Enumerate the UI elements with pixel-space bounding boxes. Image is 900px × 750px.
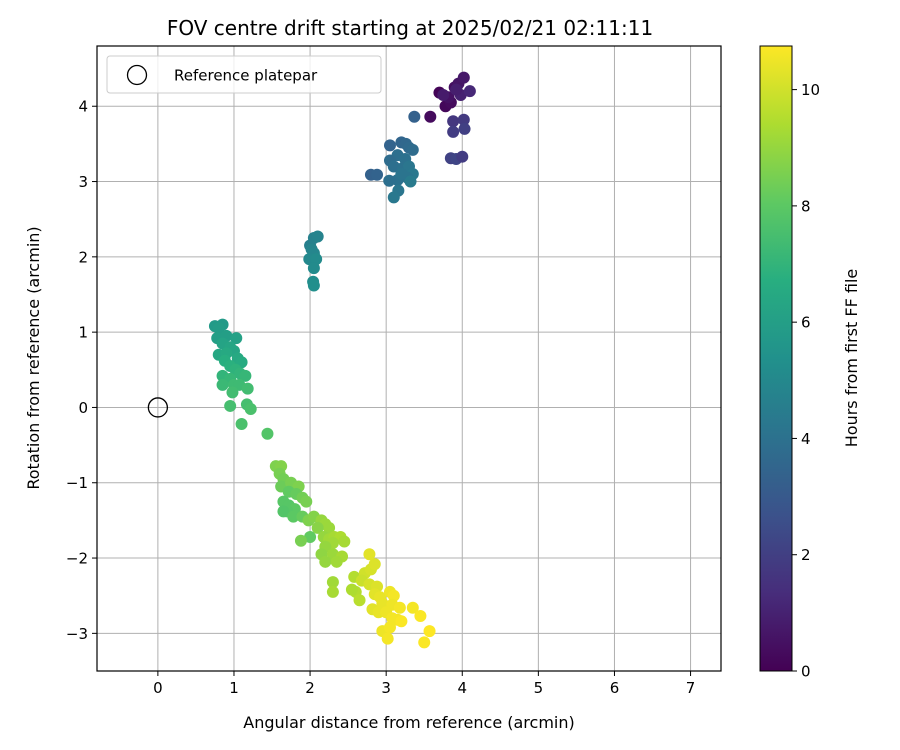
x-tick-label: 1 <box>229 679 239 697</box>
legend-marker <box>126 64 148 86</box>
y-tick-label: 2 <box>78 248 88 266</box>
data-point <box>447 125 460 138</box>
data-point <box>345 583 358 596</box>
data-point <box>216 378 229 391</box>
data-point <box>261 427 274 440</box>
reference-marker <box>147 397 169 418</box>
data-point <box>287 510 300 523</box>
data-point <box>456 150 469 163</box>
data-point <box>424 110 437 123</box>
data-point <box>244 402 257 415</box>
y-tick-label: −3 <box>66 625 88 643</box>
chart-title: FOV centre drift starting at 2025/02/21 … <box>167 16 653 40</box>
data-point <box>307 262 320 275</box>
data-point <box>383 174 396 187</box>
y-tick-label: −1 <box>66 474 88 492</box>
data-point <box>363 548 376 561</box>
data-point <box>414 610 427 623</box>
data-point <box>381 632 394 645</box>
data-point <box>304 530 317 543</box>
grid <box>97 46 721 671</box>
data-point <box>224 399 237 412</box>
data-point <box>423 625 436 638</box>
data-point <box>226 386 239 399</box>
data-point <box>450 83 463 96</box>
x-tick-label: 6 <box>610 679 620 697</box>
data-point <box>338 535 351 548</box>
data-point <box>241 382 254 395</box>
colorbar: 0 2 4 6 8 10 Hours from first FF file <box>759 45 861 681</box>
data-point <box>310 253 323 266</box>
data-point <box>406 601 419 614</box>
colorbar-tick-label: 0 <box>801 663 811 681</box>
x-tick-label: 2 <box>305 679 315 697</box>
data-point <box>404 175 417 188</box>
data-point <box>387 589 400 602</box>
plot-frame <box>96 45 722 672</box>
data-point <box>311 521 324 534</box>
data-point <box>383 621 396 634</box>
y-tick-label: 1 <box>78 324 88 342</box>
x-tick-label: 5 <box>534 679 544 697</box>
data-point <box>408 110 421 123</box>
data-point <box>395 168 408 181</box>
x-axis-label: Angular distance from reference (arcmin) <box>243 713 574 732</box>
data-point <box>418 636 431 649</box>
data-point <box>235 418 248 431</box>
data-point <box>395 615 408 628</box>
data-point <box>457 71 470 84</box>
x-axis-ticks: 0 1 2 3 4 5 6 7 <box>153 671 695 697</box>
data-point <box>307 279 320 292</box>
data-point <box>457 113 470 126</box>
data-point <box>326 576 339 589</box>
data-point <box>368 558 381 571</box>
x-tick-label: 4 <box>457 679 467 697</box>
x-tick-label: 0 <box>153 679 163 697</box>
legend-label: Reference platepar <box>174 67 318 85</box>
y-tick-label: 3 <box>78 173 88 191</box>
colorbar-tick-label: 10 <box>801 81 820 99</box>
data-point <box>300 495 313 508</box>
legend: Reference platepar <box>106 55 382 94</box>
data-point <box>239 369 252 382</box>
data-point <box>387 160 400 173</box>
data-point <box>437 88 450 101</box>
data-point <box>387 191 400 204</box>
colorbar-tick-label: 8 <box>801 197 811 215</box>
legend-box <box>106 55 382 94</box>
y-axis-ticks: −3 −2 −1 0 1 2 3 4 <box>66 98 97 643</box>
data-point <box>406 143 419 156</box>
data-point <box>463 85 476 98</box>
data-point <box>383 139 396 152</box>
data-point <box>319 555 332 568</box>
data-point <box>371 168 384 181</box>
data-point <box>311 230 324 243</box>
data-point <box>447 115 460 128</box>
colorbar-label: Hours from first FF file <box>842 269 861 448</box>
data-point <box>458 122 471 135</box>
data-point <box>326 585 339 598</box>
colorbar-tick-label: 6 <box>801 314 811 332</box>
y-tick-label: −2 <box>66 550 88 568</box>
data-point <box>376 597 389 610</box>
data-point <box>330 555 343 568</box>
data-point <box>277 505 290 518</box>
data-point <box>212 322 225 335</box>
y-tick-label: 4 <box>78 98 88 116</box>
data-point <box>230 332 243 345</box>
data-point <box>393 601 406 614</box>
y-tick-label: 0 <box>78 399 88 417</box>
x-tick-label: 7 <box>686 679 696 697</box>
data-point <box>353 594 366 607</box>
data-points <box>208 71 476 649</box>
data-point <box>323 521 336 534</box>
data-point <box>294 534 307 547</box>
x-tick-label: 3 <box>381 679 391 697</box>
colorbar-tick-label: 2 <box>801 546 811 564</box>
y-axis-label: Rotation from reference (arcmin) <box>24 226 43 489</box>
colorbar-gradient <box>759 45 793 672</box>
colorbar-tick-label: 4 <box>801 430 811 448</box>
colorbar-ticks: 0 2 4 6 8 10 <box>792 81 820 681</box>
